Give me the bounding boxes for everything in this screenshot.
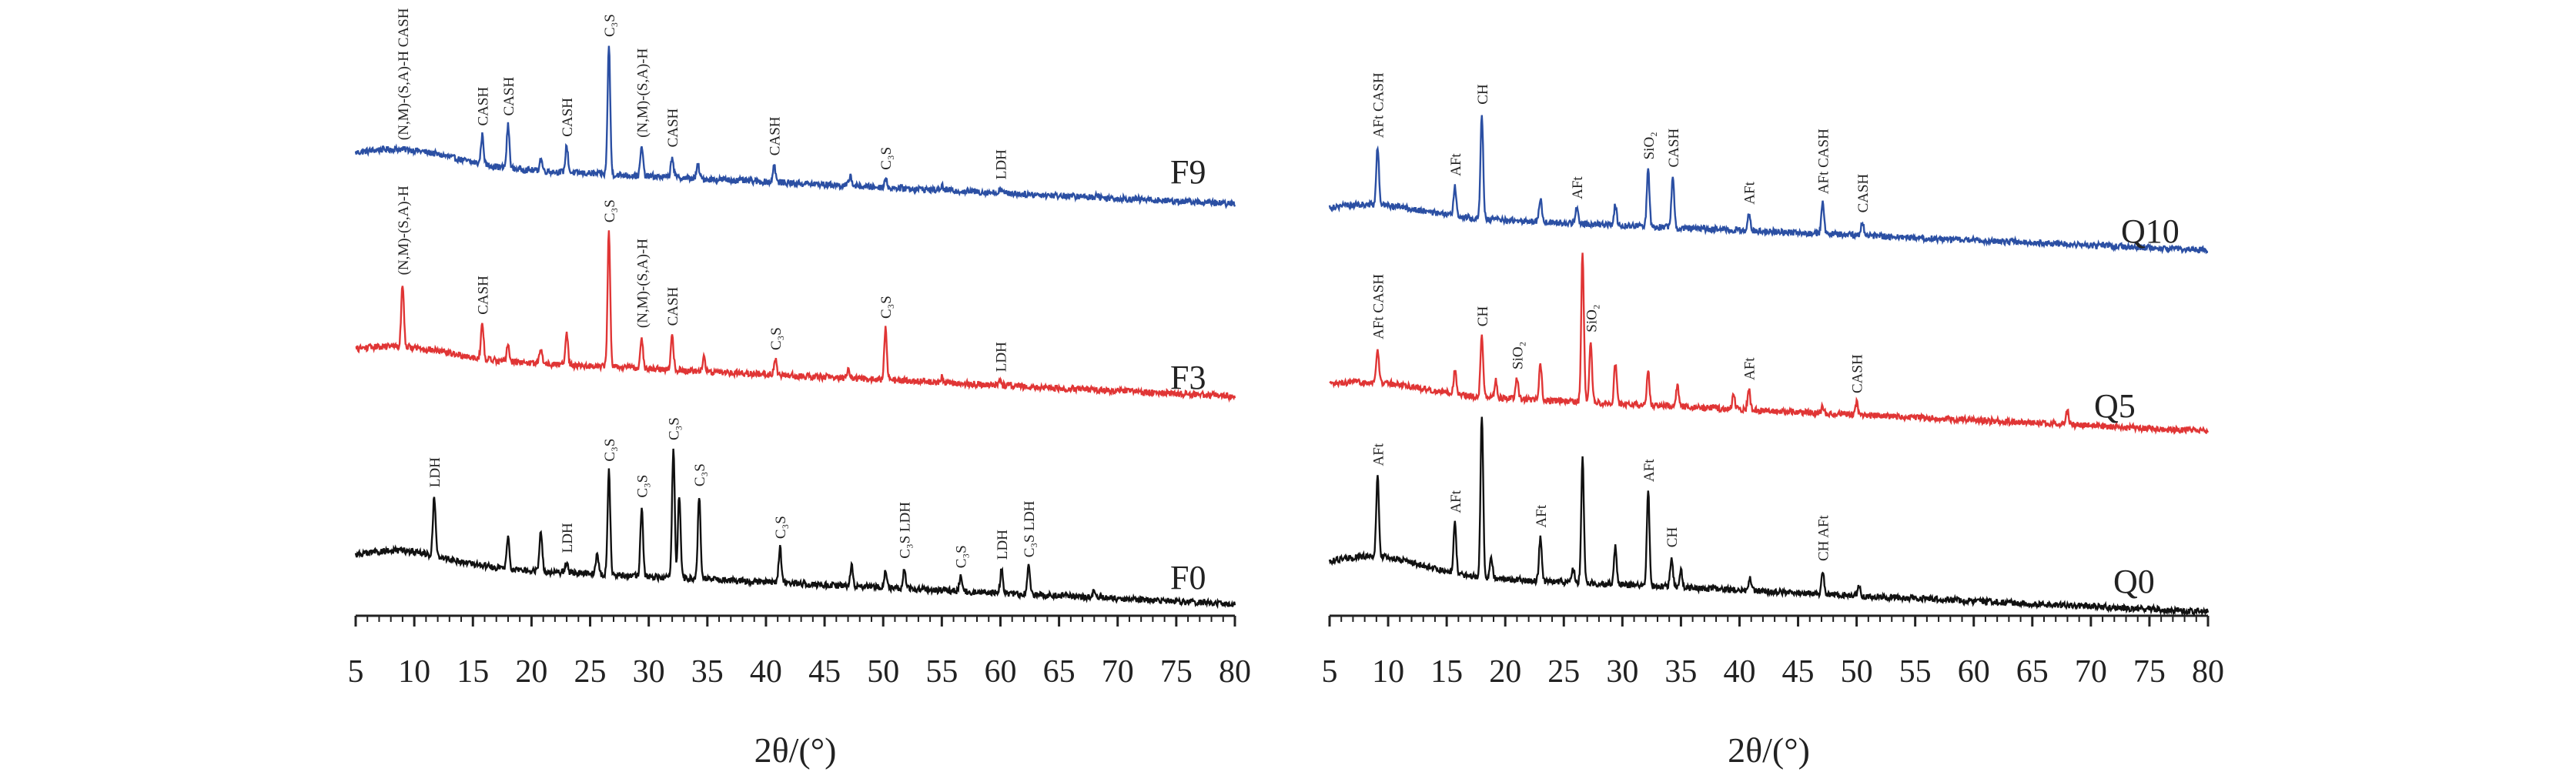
peak-label: CASH <box>1850 354 1866 393</box>
x-tick-label: 65 <box>2016 654 2049 690</box>
x-tick-label: 75 <box>1160 654 1193 690</box>
peak-label: C₃S <box>602 199 618 222</box>
peak-label: (N,M)-(S,A)-H <box>635 48 651 137</box>
peak-label: AFt <box>1448 490 1464 513</box>
peak-label: CH <box>1664 527 1681 548</box>
x-tick-label: 10 <box>398 654 430 690</box>
peak-label: C₃S <box>692 463 708 486</box>
peak-label: C₃S <box>667 417 683 440</box>
peak-label: CASH <box>475 87 491 126</box>
peak-label: CASH <box>768 116 784 155</box>
peak-label: CH <box>1475 84 1491 105</box>
peak-label: CH AFt <box>1816 515 1832 561</box>
peak-label: C₃S LDH <box>1022 500 1038 557</box>
sample-label: F3 <box>1170 359 1206 396</box>
peak-label: (N,M)-(S,A)-H <box>635 239 651 328</box>
peak-label: LDH <box>995 530 1011 560</box>
peak-label: AFt <box>1448 153 1464 176</box>
peak-label: LDH <box>994 342 1010 372</box>
xrd-pattern-q0 <box>1328 416 2210 617</box>
peak-label: AFt CASH <box>1816 129 1832 194</box>
xrd-pattern-f9 <box>354 45 1236 209</box>
peak-label: C₃S <box>602 14 618 37</box>
x-tick-label: 35 <box>691 654 724 690</box>
peak-label: (N,M)-(S,A)-H CASH <box>396 8 412 140</box>
peak-label: AFt <box>1534 504 1550 527</box>
x-tick-label: 60 <box>984 654 1016 690</box>
x-tick-label: 45 <box>808 654 841 690</box>
x-axis-title: 2θ/(°) <box>754 730 837 770</box>
peak-label: AFt <box>1742 357 1758 380</box>
x-tick-label: 75 <box>2133 654 2166 690</box>
peak-label: CASH <box>475 276 491 315</box>
x-tick-label: 15 <box>457 654 489 690</box>
peak-label: CASH <box>1666 129 1682 168</box>
xrd-pattern-f3 <box>355 230 1236 403</box>
xrd-pattern-q10 <box>1328 115 2209 255</box>
peak-label: C₃S <box>954 545 970 568</box>
peak-label: AFt CASH <box>1370 72 1387 138</box>
peak-label: CASH <box>665 286 681 326</box>
x-tick-label: 50 <box>867 654 899 690</box>
peak-label: C₃S <box>768 327 785 350</box>
peak-label: CASH <box>560 98 576 137</box>
peak-label: SiO₂ <box>1510 342 1526 369</box>
peak-label: (N,M)-(S,A)-H <box>396 185 412 275</box>
peak-label: AFt <box>1370 443 1387 466</box>
sample-label: F0 <box>1170 559 1206 597</box>
peak-label: SiO₂ <box>1584 304 1600 332</box>
x-tick-label: 45 <box>1782 654 1815 690</box>
peak-label: CASH <box>501 77 517 116</box>
x-tick-label: 70 <box>2075 654 2107 690</box>
x-tick-label: 25 <box>1547 654 1580 690</box>
sample-label: Q10 <box>2121 212 2180 250</box>
peak-label: AFt <box>1641 459 1658 482</box>
peak-label: CASH <box>665 108 681 147</box>
sample-label: F9 <box>1170 153 1206 191</box>
peak-label: C₃S <box>878 147 895 170</box>
peak-label: AFt <box>1742 181 1758 204</box>
xrd-pattern-q5 <box>1329 252 2210 436</box>
peak-label: AFt CASH <box>1370 274 1387 339</box>
xrd-pattern-f0 <box>354 448 1236 610</box>
peak-label: C₃S LDH <box>898 502 914 559</box>
sample-label: Q0 <box>2113 563 2155 600</box>
left-xrd-panel: 5 10 15 20 25 30 35 40 45 50 55 60 65 70 75 80 2θ/(°) F9 (… <box>348 8 1252 770</box>
x-tick-label: 50 <box>1841 654 1873 690</box>
peak-label: LDH <box>994 149 1010 179</box>
x-tick-label: 10 <box>1372 654 1404 690</box>
x-tick-label: 30 <box>1606 654 1638 690</box>
peak-label: C₃S <box>878 296 895 319</box>
x-axis-title: 2θ/(°) <box>1728 730 1810 770</box>
x-tick-label: 40 <box>750 654 782 690</box>
x-tick-label: 15 <box>1430 654 1463 690</box>
peak-label: CASH <box>1855 173 1872 212</box>
peak-label: C₃S <box>602 439 618 462</box>
x-tick-label: 80 <box>1219 654 1251 690</box>
sample-label: Q5 <box>2094 387 2136 425</box>
peak-label: AFt <box>1570 176 1586 199</box>
x-tick-label: 60 <box>1958 654 1990 690</box>
peak-label: LDH <box>427 457 443 487</box>
peak-label: C₃S <box>773 516 789 539</box>
x-tick-label: 55 <box>925 654 958 690</box>
x-tick-label: 20 <box>1489 654 1521 690</box>
x-tick-label: 40 <box>1723 654 1755 690</box>
x-tick-label: 80 <box>2192 654 2224 690</box>
x-tick-label: 55 <box>1899 654 1932 690</box>
x-tick-label: 70 <box>1102 654 1134 690</box>
x-tick-label: 20 <box>515 654 547 690</box>
x-tick-label: 30 <box>633 654 665 690</box>
x-tick-label: 65 <box>1043 654 1076 690</box>
right-xrd-panel: 5 10 15 20 25 30 35 40 45 50 55 60 65 70 75 80 2θ/(°) Q10… <box>1322 72 2225 770</box>
peak-label: SiO₂ <box>1641 132 1658 159</box>
peak-label: LDH <box>560 523 576 553</box>
peak-label: C₃S <box>635 475 651 498</box>
x-tick-label: 25 <box>574 654 607 690</box>
x-tick-label: 5 <box>1322 654 1338 690</box>
peak-label: CH <box>1475 306 1491 327</box>
x-tick-label: 5 <box>348 654 364 690</box>
x-tick-label: 35 <box>1664 654 1697 690</box>
